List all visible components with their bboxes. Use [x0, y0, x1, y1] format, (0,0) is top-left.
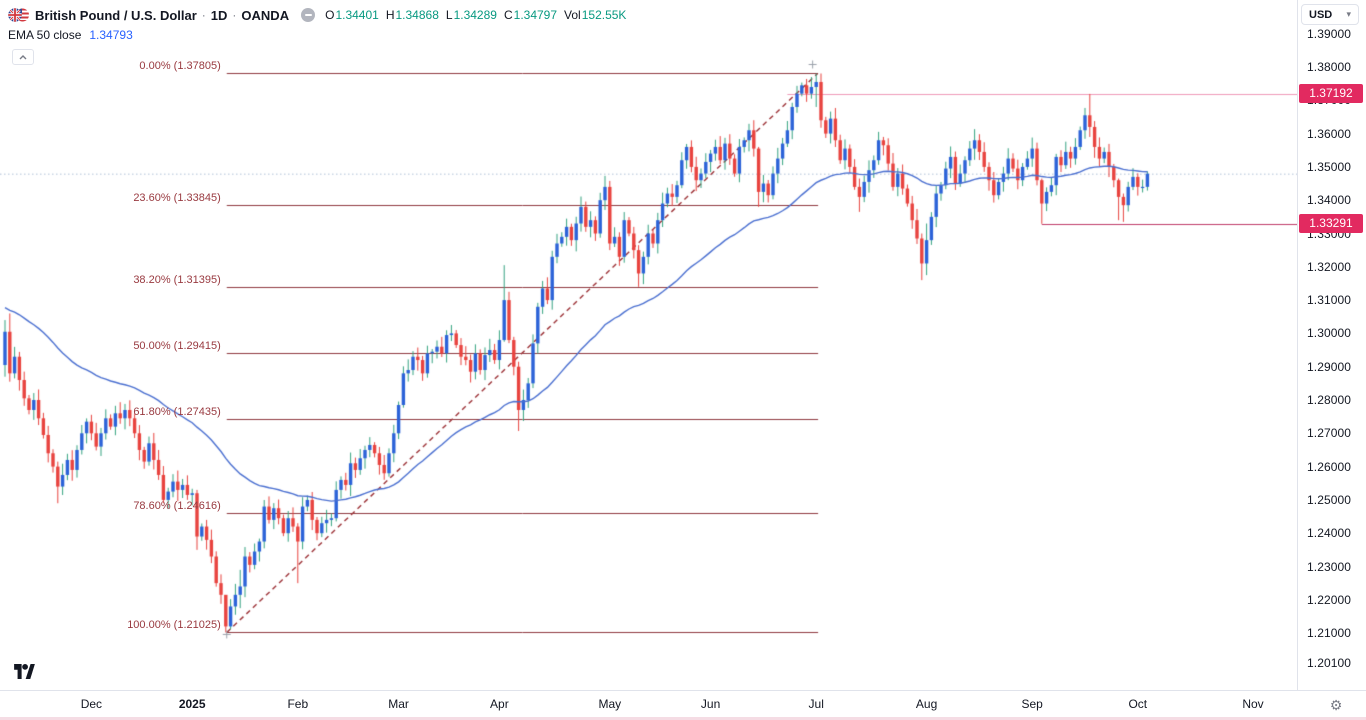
time-axis-label-dec: Dec [80, 697, 103, 711]
volume-label: Vol [564, 8, 581, 22]
exchange-name: OANDA [241, 7, 290, 23]
price-tick: 1.28000 [1307, 393, 1352, 407]
fib-level-label[interactable]: 50.00% (1.29415) [133, 339, 221, 352]
high-label: H [385, 8, 395, 22]
fib-level-label[interactable]: 78.60% (1.24616) [133, 499, 221, 512]
symbol-title[interactable]: British Pound / U.S. Dollar [35, 7, 197, 23]
currency-selector[interactable]: USD ▾ [1301, 4, 1359, 25]
open-label: O [325, 8, 335, 22]
price-tick: 1.21000 [1307, 626, 1352, 641]
price-tick: 1.34000 [1307, 193, 1352, 208]
chevron-up-icon [19, 54, 27, 59]
time-axis-label-jun: Jun [700, 697, 721, 711]
price-axis[interactable]: USD ▾ 1.390001.380001.370001.360001.3500… [1298, 0, 1366, 690]
price-tick: 1.32000 [1307, 259, 1352, 274]
low-value: 1.34289 [453, 8, 497, 22]
gbp-usd-pair-icon [8, 8, 29, 22]
bottom-accent-bar [0, 717, 1366, 720]
indicator-row[interactable]: EMA 50 close 1.34793 [8, 26, 633, 44]
price-axis-divider [1297, 0, 1298, 690]
time-axis-label-nov: Nov [1242, 697, 1264, 711]
separator-dot: · [232, 8, 237, 22]
price-tick: 1.26000 [1307, 459, 1352, 474]
fib-level-label[interactable]: 100.00% (1.21025) [127, 619, 221, 632]
fib-level-label[interactable]: 23.60% (1.33845) [133, 192, 221, 205]
symbol-header: British Pound / U.S. Dollar · 1D · OANDA… [8, 5, 633, 65]
chevron-down-icon: ▾ [1346, 9, 1351, 19]
collapse-panel-button[interactable] [12, 49, 34, 65]
fib-level-label[interactable]: 61.80% (1.27435) [133, 405, 221, 418]
time-axis[interactable]: Dec 2025 Feb Mar Apr May Jun Jul Aug Sep Oct Nov [0, 691, 1297, 720]
close-value: 1.34797 [513, 8, 558, 22]
price-tick: 1.31000 [1307, 293, 1352, 308]
time-axis-label-mar: Mar [388, 697, 409, 711]
price-tick: 1.24000 [1307, 526, 1352, 541]
ohlc-readout: O 1.34401 H 1.34868 L 1.34289 C 1.34797 … [325, 8, 633, 22]
close-label: C [503, 8, 513, 22]
time-axis-label-2025: 2025 [178, 697, 206, 711]
price-tick: 1.22000 [1307, 592, 1352, 607]
price-tick: 1.20100 [1307, 656, 1352, 671]
minus-circle-icon[interactable] [301, 8, 316, 22]
price-chart-canvas[interactable] [0, 0, 1297, 690]
price-tick: 1.27000 [1307, 426, 1352, 441]
time-axis-label-oct: Oct [1128, 697, 1148, 711]
gear-icon[interactable]: ⚙ [1329, 696, 1343, 713]
price-line-label[interactable]: 1.33291 [1299, 214, 1363, 234]
volume-value: 152.55K [581, 8, 627, 22]
time-axis-label-jul: Jul [808, 697, 824, 711]
time-axis-divider [0, 690, 1366, 691]
price-tick: 1.35000 [1307, 159, 1352, 174]
time-axis-label-may: May [598, 697, 622, 711]
price-tick: 1.38000 [1307, 60, 1352, 74]
timeframe-label: 1D [210, 7, 228, 23]
time-axis-label-aug: Aug [915, 697, 938, 711]
price-tick: 1.36000 [1307, 126, 1352, 141]
open-value: 1.34401 [335, 8, 379, 22]
price-tick: 1.39000 [1307, 26, 1352, 41]
fib-level-label[interactable]: 38.20% (1.31395) [133, 273, 221, 286]
price-tick: 1.23000 [1307, 559, 1352, 574]
indicator-name: EMA 50 close [8, 28, 82, 42]
time-axis-label-sep: Sep [1021, 697, 1043, 711]
high-value: 1.34868 [395, 8, 439, 22]
price-tick: 1.29000 [1307, 359, 1352, 374]
time-axis-label-feb: Feb [287, 697, 309, 711]
fib-level-label[interactable]: 0.00% (1.37805) [139, 60, 221, 73]
tradingview-logo[interactable] [14, 664, 35, 679]
price-tick: 1.30000 [1307, 326, 1352, 341]
separator-dot: · [201, 8, 206, 22]
currency-label: USD [1309, 8, 1333, 21]
indicator-value: 1.34793 [89, 28, 133, 42]
time-axis-label-apr: Apr [490, 697, 509, 711]
price-line-label[interactable]: 1.37192 [1299, 84, 1363, 104]
low-label: L [445, 8, 453, 22]
price-tick: 1.25000 [1307, 492, 1352, 507]
